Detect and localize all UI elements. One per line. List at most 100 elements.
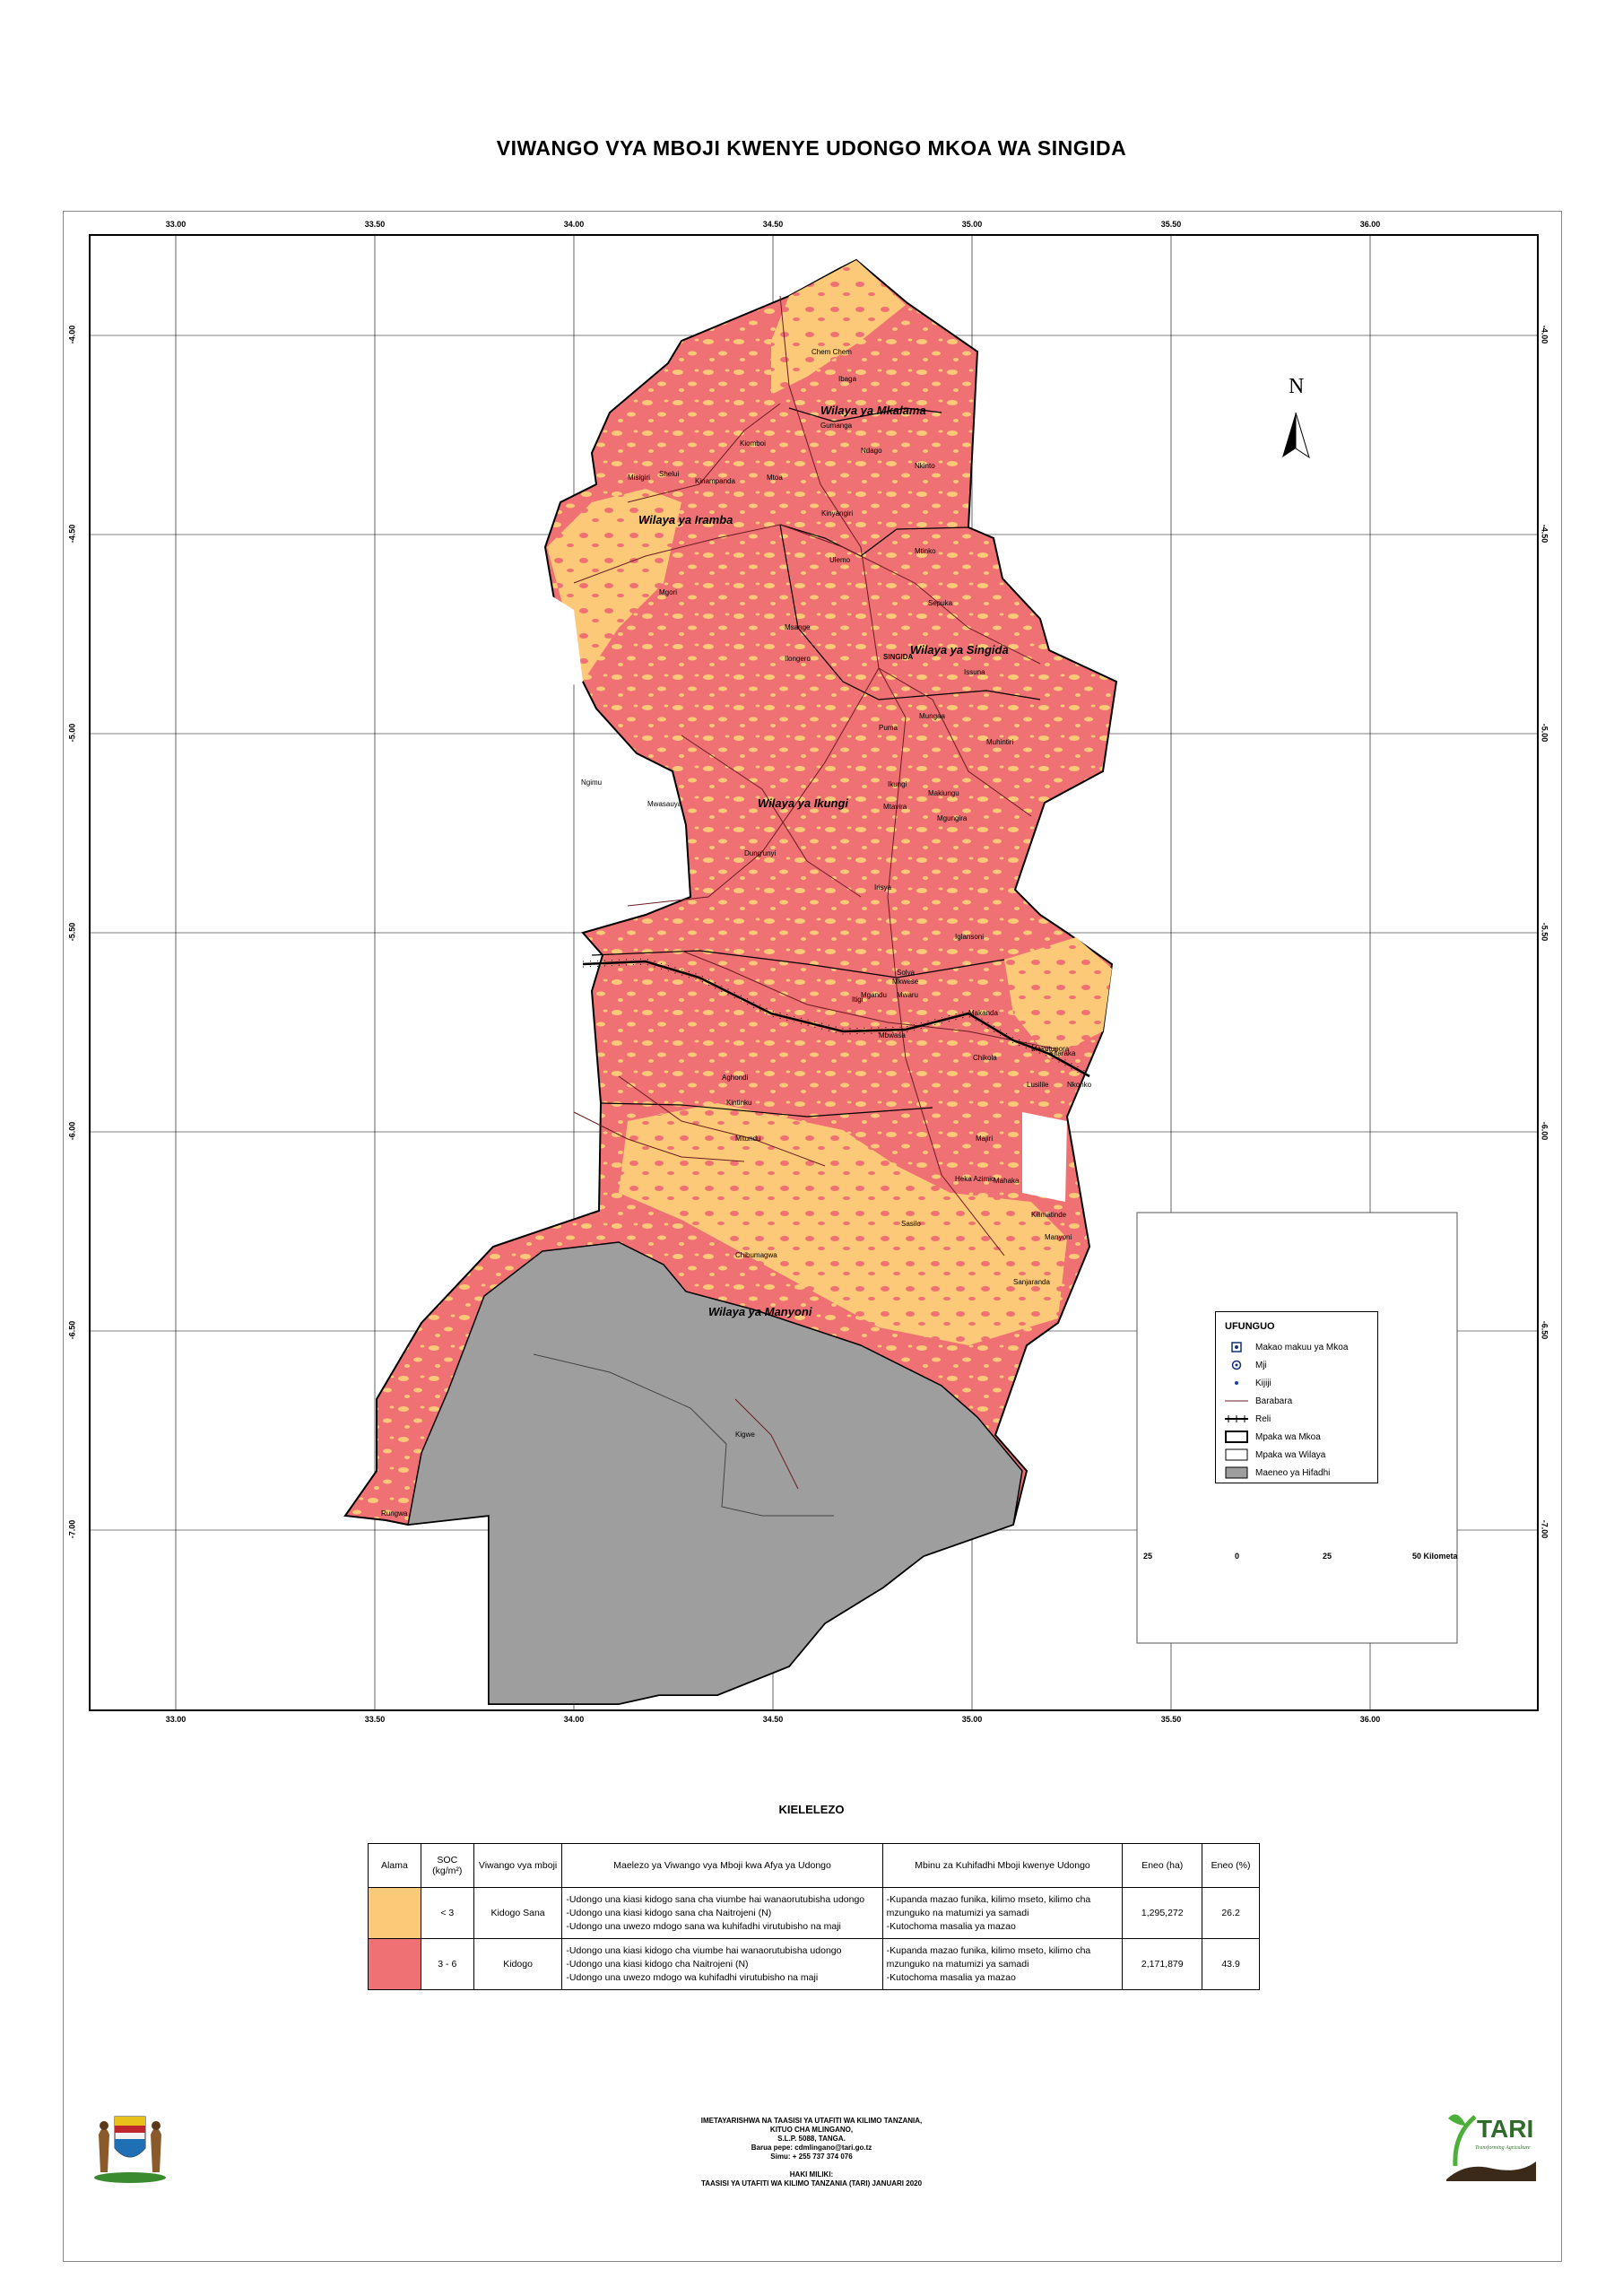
place-label: Mbwasa — [879, 1031, 906, 1039]
place-label: Nkonko — [1067, 1081, 1092, 1089]
place-label: Mwasauya — [647, 800, 682, 808]
place-label: Kitaraka — [1049, 1049, 1076, 1057]
place-label: Nkinto — [915, 462, 935, 470]
legend-label: Mji — [1255, 1360, 1267, 1370]
x-tick-label: 35.50 — [1160, 1715, 1182, 1724]
desc-line: -Udongo una kiasi kidogo cha viumbe hai … — [566, 1944, 842, 1956]
north-arrow-icon — [1282, 412, 1310, 459]
y-tick-label: -4.50 — [67, 524, 77, 544]
x-tick-label: 34.00 — [563, 1715, 585, 1724]
legend-swatch-kidogo-sana — [368, 1887, 421, 1939]
north-label: N — [1289, 375, 1305, 398]
footer-line: KITUO CHA MLINGANO, — [769, 2126, 854, 2134]
place-label: Mkwese — [892, 978, 919, 986]
y-tick-label: -6.50 — [67, 1320, 77, 1340]
footer-line: Simu: + 255 737 374 076 — [770, 2152, 853, 2161]
legend-label: Reli — [1255, 1413, 1271, 1424]
reserve-road — [533, 1353, 834, 1517]
place-label: Kinampanda — [695, 477, 735, 485]
x-tick-label: 33.00 — [165, 1715, 187, 1724]
place-label: Solya — [897, 969, 916, 977]
place-label: Kintinku — [726, 1099, 752, 1107]
table-header: SOC (kg/m²) — [420, 1843, 474, 1888]
legend-item: Barabara — [1225, 1393, 1292, 1409]
x-tick-label: 33.50 — [364, 220, 386, 229]
place-label: Sanjaranda — [1013, 1278, 1050, 1286]
reserve-area — [407, 1241, 1023, 1705]
y-tick-label: -5.50 — [67, 922, 77, 942]
place-label: Mwaru — [897, 991, 919, 999]
circle-dot-icon — [1225, 1359, 1248, 1371]
railway-icon — [1225, 1413, 1248, 1425]
y-tick-label: -4.00 — [67, 325, 77, 344]
method-line: -Kutochoma masalia ya mazao — [886, 1920, 1016, 1932]
tari-logo: TARI Transforming Agriculture — [1439, 2099, 1538, 2184]
table-header: Eneo (ha) — [1122, 1843, 1203, 1888]
place-label: Heka Azimio — [955, 1175, 995, 1183]
table-header: Alama — [368, 1843, 421, 1888]
place-label: Sepuka — [928, 599, 953, 607]
table-row: 3 - 6 Kidogo -Udongo una kiasi kidogo ch… — [368, 1938, 1260, 1990]
x-tick-label: 35.00 — [961, 1715, 983, 1724]
scale-label: 25 — [1323, 1552, 1332, 1561]
place-label: Ilongero — [785, 655, 811, 663]
desc-line: -Udongo una kiasi kidogo sana cha viumbe… — [566, 1893, 865, 1905]
place-label: Chikola — [973, 1054, 997, 1062]
page-frame — [63, 211, 1562, 2262]
place-label: Misigiri — [628, 474, 650, 482]
table-cell-level: Kidogo — [473, 1938, 563, 1990]
place-label: Majiri — [976, 1135, 994, 1143]
scale-label: 0 — [1235, 1552, 1240, 1561]
y-tick-label: -5.00 — [67, 723, 77, 743]
method-line: -Kupanda mazao funika, kilimo mseto, kil… — [886, 1944, 1091, 1970]
reserve-area-icon — [1225, 1466, 1248, 1479]
place-label: Dung'unyi — [744, 849, 777, 857]
footer-line: Barua pepe: cdmlingano@tari.go.tz — [751, 2144, 872, 2152]
table-cell-area-pct: 26.2 — [1202, 1887, 1260, 1939]
place-label: Ulemo — [829, 556, 851, 564]
place-label: Muhintiri — [986, 738, 1014, 746]
table-row: < 3 Kidogo Sana -Udongo una kiasi kidogo… — [368, 1887, 1260, 1939]
district-boundary-icon — [1225, 1448, 1248, 1461]
legend-heading: UFUNGUO — [1225, 1321, 1275, 1332]
scale-label: 50 Kilometa — [1412, 1552, 1458, 1561]
legend-item: Makao makuu ya Mkoa — [1225, 1339, 1348, 1355]
place-label: Mahaka — [994, 1177, 1020, 1185]
table-cell-desc: -Udongo una kiasi kidogo sana cha viumbe… — [561, 1887, 883, 1939]
place-label: Mtavira — [883, 803, 907, 811]
table-header: Mbinu za Kuhifadhi Mboji kwenye Udongo — [881, 1843, 1124, 1888]
district-label: Wilaya ya Mkalama — [820, 404, 926, 417]
soc-kidogo-sana-north — [771, 260, 906, 395]
place-label: Kigwe — [735, 1431, 755, 1439]
x-tick-label: 35.00 — [961, 220, 983, 229]
place-label: Ngimu — [581, 778, 603, 787]
place-label: Puma — [879, 724, 898, 732]
district-label: Wilaya ya Singida — [910, 643, 1009, 657]
place-label: Rungwa — [381, 1509, 408, 1518]
table-cell-methods: -Kupanda mazao funika, kilimo mseto, kil… — [881, 1887, 1124, 1939]
dot-icon — [1225, 1377, 1248, 1389]
place-label: Mtoa — [767, 474, 783, 482]
page-title: VIWANGO VYA MBOJI KWENYE UDONGO MKOA WA … — [496, 136, 1127, 160]
place-label: Aghondi — [722, 1074, 749, 1082]
place-label: Makanda — [968, 1009, 998, 1017]
x-tick-label: 33.50 — [364, 1715, 386, 1724]
place-label: Mgandu — [861, 991, 887, 999]
legend-label: Mpaka wa Wilaya — [1255, 1449, 1326, 1460]
table-header: Eneo (%) — [1202, 1843, 1260, 1888]
place-label: Msange — [785, 623, 811, 631]
table-cell-area-pct: 43.9 — [1202, 1938, 1260, 1990]
footer-line: S.L.P. 5088, TANGA. — [777, 2135, 846, 2143]
place-label: Mgori — [659, 588, 678, 596]
legend-label: Maeneo ya Hifadhi — [1255, 1467, 1331, 1478]
railway — [582, 960, 1090, 1078]
footer-line: TAASISI YA UTAFITI WA KILIMO TANZANIA (T… — [700, 2179, 923, 2187]
place-label: Iglansoni — [955, 933, 985, 941]
place-label: Mitundu — [735, 1135, 761, 1143]
x-tick-label: 36.00 — [1359, 220, 1381, 229]
y-tick-label: -6.00 — [1540, 1121, 1549, 1141]
table-caption: KIELELEZO — [778, 1803, 845, 1816]
tari-logo-text: TARI — [1477, 2115, 1534, 2143]
place-label: Lusilile — [1027, 1081, 1049, 1089]
table-header: Viwango vya mboji — [473, 1843, 563, 1888]
